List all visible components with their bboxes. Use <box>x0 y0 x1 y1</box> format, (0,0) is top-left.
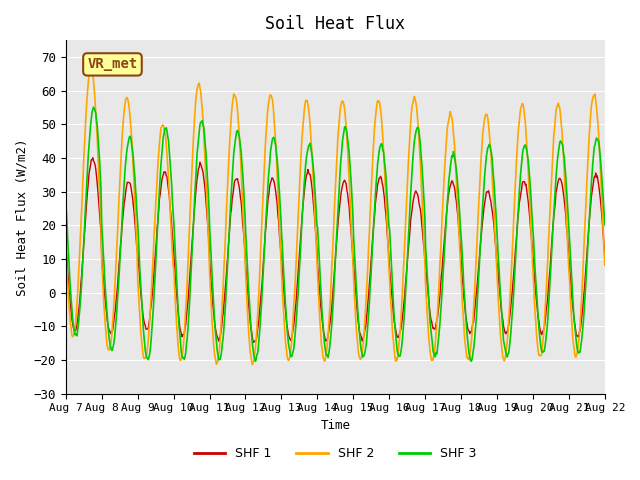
SHF 1 <box>89 155 97 161</box>
SHF 1 <box>62 240 70 246</box>
SHF 3 <box>128 142 136 147</box>
SHF 3 <box>62 197 70 203</box>
Text: VR_met: VR_met <box>87 58 138 72</box>
SHF 2 <box>403 209 410 215</box>
SHF 2 <box>182 294 190 300</box>
SHF 3 <box>403 280 410 286</box>
SHF 3 <box>252 359 259 364</box>
SHF 3 <box>90 104 97 110</box>
Line: SHF 3: SHF 3 <box>66 107 605 361</box>
SHF 1 <box>211 323 219 329</box>
SHF 3 <box>72 331 79 336</box>
Title: Soil Heat Flux: Soil Heat Flux <box>265 15 405 33</box>
SHF 2 <box>601 262 609 268</box>
Line: SHF 1: SHF 1 <box>66 158 605 342</box>
SHF 1 <box>72 328 79 334</box>
SHF 1 <box>418 222 426 228</box>
X-axis label: Time: Time <box>320 419 350 432</box>
Legend: SHF 1, SHF 2, SHF 3: SHF 1, SHF 2, SHF 3 <box>189 442 482 465</box>
SHF 2 <box>128 136 136 142</box>
SHF 3 <box>211 323 219 329</box>
SHF 1 <box>601 253 609 259</box>
SHF 3 <box>182 341 190 347</box>
SHF 1 <box>128 190 136 196</box>
SHF 2 <box>418 192 426 198</box>
SHF 3 <box>601 222 609 228</box>
SHF 3 <box>418 161 426 167</box>
SHF 2 <box>248 362 256 368</box>
SHF 2 <box>62 240 70 246</box>
SHF 2 <box>72 322 79 328</box>
Line: SHF 2: SHF 2 <box>66 66 605 365</box>
Y-axis label: Soil Heat Flux (W/m2): Soil Heat Flux (W/m2) <box>15 138 28 296</box>
SHF 2 <box>86 63 94 69</box>
SHF 1 <box>250 339 257 345</box>
SHF 2 <box>211 354 219 360</box>
SHF 1 <box>182 313 190 319</box>
SHF 1 <box>403 275 410 280</box>
